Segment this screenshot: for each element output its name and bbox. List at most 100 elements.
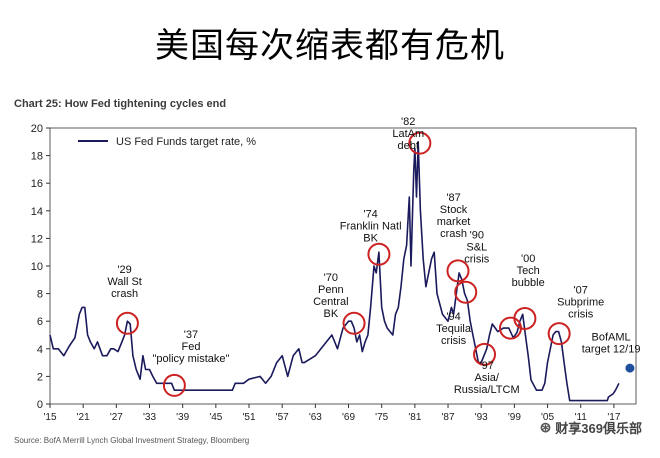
annotation-line: Wall St [107, 276, 141, 288]
y-tick-label: 20 [31, 123, 43, 135]
annotation-line: '87 [446, 192, 460, 204]
x-tick-label: '45 [209, 412, 222, 423]
annotation-line: Subprime [557, 297, 604, 309]
y-tick-label: 2 [37, 371, 43, 383]
crisis-circle [454, 280, 478, 304]
crisis-circle [162, 373, 186, 397]
crisis-circle [408, 131, 432, 155]
annotation-label: '94 Tequila crisis [436, 311, 472, 347]
x-tick-label: '39 [176, 412, 189, 423]
annotation-label: '74 Franklin Natl BK [340, 209, 402, 245]
annotation-line: LatAm [392, 128, 424, 140]
annotation-line: '70 [324, 272, 338, 284]
annotation-label: '97 Asia/Russia/LTCM [454, 360, 520, 396]
annotation-label: BofAML target 12/19 [582, 332, 641, 356]
annotation-line: "policy mistake" [153, 353, 230, 365]
annotation-label: '07 Subprime crisis [557, 285, 604, 321]
watermark-text: 财享369俱乐部 [555, 421, 642, 436]
annotation-line: crisis [441, 335, 467, 347]
annotation-line: crash [440, 228, 467, 240]
x-tick-label: '99 [508, 412, 521, 423]
annotation-line: Penn [318, 284, 344, 296]
annotation-line: '90 [470, 229, 484, 241]
x-tick-label: '69 [342, 412, 355, 423]
watermark: ⊛ 财享369俱乐部 [540, 418, 642, 437]
legend-label: US Fed Funds target rate, % [116, 136, 256, 148]
chart-annotations: '29 Wall St crash'37 Fed "policy mistake"'70… [107, 116, 641, 397]
source-note: Source: BofA Merrill Lynch Global Invest… [14, 436, 250, 445]
crisis-circle [367, 242, 391, 266]
annotation-line: '00 [521, 253, 535, 265]
annotation-line: BK [363, 233, 378, 245]
annotation-line: Fed [181, 341, 200, 353]
x-tick-label: '17 [607, 412, 620, 423]
annotation-line: Russia/LTCM [454, 384, 520, 396]
x-tick-label: '63 [309, 412, 322, 423]
x-tick-label: '75 [375, 412, 388, 423]
chart-legend: US Fed Funds target rate, % [78, 136, 256, 148]
x-tick-label: '57 [276, 412, 289, 423]
x-tick-label: '81 [408, 412, 421, 423]
annotation-line: bubble [512, 277, 545, 289]
annotation-label: '37 Fed "policy mistake" [153, 329, 230, 365]
annotation-line: Central [313, 296, 348, 308]
annotation-label: '70 Penn Central BK [313, 272, 348, 320]
chart-axes: 0 2 4 6 8 10 12 14 16 18 20 '15 '21 '27 '33 '39 '45 '51 '5… [31, 123, 637, 423]
annotation-label: '82 LatAm debt [392, 116, 424, 152]
annotation-label: '87 Stock market crash [437, 192, 471, 240]
y-tick-label: 14 [31, 206, 43, 218]
target-point [625, 363, 635, 373]
annotation-label: '00 Tech bubble [512, 253, 545, 289]
page-headline: 美国每次缩表都有危机 [155, 26, 505, 66]
annotation-line: '82 [401, 116, 415, 128]
wechat-icon: ⊛ [539, 419, 552, 435]
annotation-line: '74 [363, 209, 377, 221]
crisis-circle [446, 259, 470, 283]
annotation-line: market [437, 216, 471, 228]
x-tick-label: '05 [541, 412, 554, 423]
annotation-line: Stock [440, 204, 468, 216]
annotation-line: crisis [464, 253, 490, 265]
crisis-circle [115, 311, 139, 335]
x-tick-label: '33 [143, 412, 156, 423]
crisis-circle [342, 311, 366, 335]
annotation-line: '94 [446, 311, 460, 323]
annotation-line: BofAML [592, 332, 631, 344]
annotation-line: '29 [117, 264, 131, 276]
chart-title: Chart 25: How Fed tightening cycles end [14, 98, 227, 110]
annotation-line: '07 [574, 285, 588, 297]
x-tick-label: '27 [110, 412, 123, 423]
series-line [49, 141, 620, 402]
x-tick-label: '11 [575, 412, 588, 423]
annotation-line: '37 [184, 329, 198, 341]
annotation-line: Tequila [436, 323, 472, 335]
y-tick-label: 12 [31, 233, 43, 245]
annotation-line: crisis [568, 309, 594, 321]
x-tick-label: '51 [242, 412, 255, 423]
annotation-label: '90 S&L crisis [464, 229, 490, 265]
annotation-line: Franklin Natl [340, 221, 402, 233]
x-tick-label: '21 [77, 412, 90, 423]
crisis-circle [513, 306, 537, 330]
y-tick-label: 4 [37, 344, 43, 356]
annotation-label: '29 Wall St crash [107, 264, 141, 300]
annotation-line: '97 [480, 360, 494, 372]
annotation-line: target 12/19 [582, 344, 641, 356]
y-tick-label: 6 [37, 316, 43, 328]
annotation-line: Tech [517, 265, 540, 277]
y-tick-label: 10 [31, 261, 43, 273]
annotation-line: crash [111, 288, 138, 300]
x-tick-label: '87 [442, 412, 455, 423]
crisis-circle [473, 342, 497, 366]
x-tick-label: '15 [43, 412, 56, 423]
y-tick-label: 8 [37, 289, 43, 301]
y-tick-label: 18 [31, 151, 43, 163]
x-tick-label: '93 [475, 412, 488, 423]
chart-series [49, 141, 635, 402]
annotation-line: Asia/ [475, 372, 500, 384]
y-tick-label: 16 [31, 178, 43, 190]
annotation-line: BK [323, 308, 338, 320]
annotation-line: debt [398, 140, 419, 152]
y-tick-label: 0 [37, 399, 43, 411]
